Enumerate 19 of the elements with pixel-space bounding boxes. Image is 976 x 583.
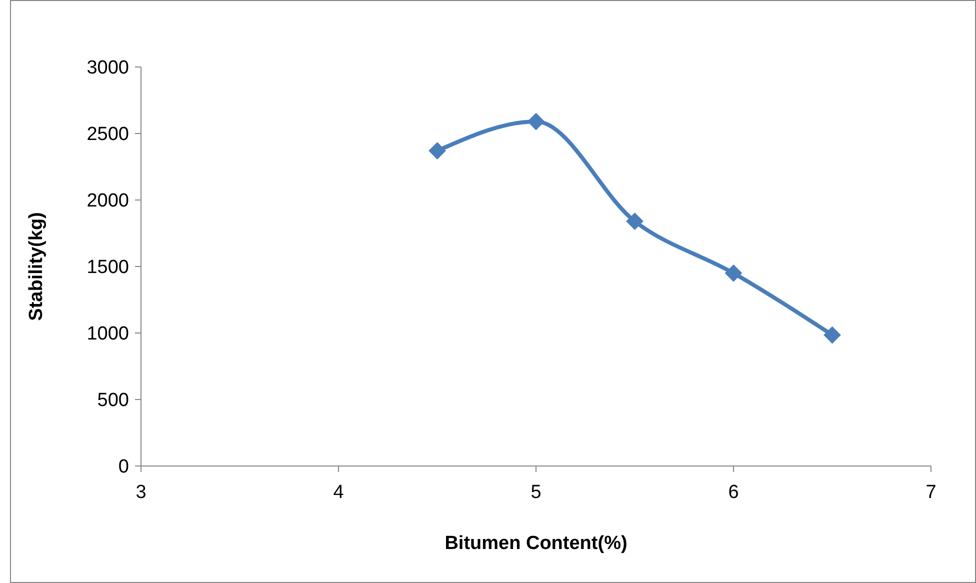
- point: [428, 142, 446, 160]
- y-tick-label: 1000: [86, 324, 129, 345]
- point: [528, 113, 544, 130]
- x-tick-label: 5: [530, 482, 542, 503]
- point: [824, 326, 841, 344]
- x-tick-label: 7: [926, 482, 936, 503]
- y-tick-label: 500: [97, 390, 129, 412]
- point: [626, 212, 644, 230]
- point: [725, 264, 742, 282]
- y-tick-label: 2000: [86, 190, 129, 212]
- y-tick-label: 2500: [86, 124, 129, 146]
- y-tick-label: 0: [118, 456, 129, 478]
- x-axis-title: Bitumen Content(%): [444, 533, 628, 554]
- x-tick-label: 6: [728, 482, 739, 503]
- y-tick-label: 3000: [86, 58, 129, 79]
- x-tick-label: 3: [136, 482, 146, 503]
- y-tick-label: 1500: [86, 257, 129, 278]
- y-axis-title: Stability(kg): [26, 212, 47, 321]
- x-tick-label: 4: [333, 482, 344, 503]
